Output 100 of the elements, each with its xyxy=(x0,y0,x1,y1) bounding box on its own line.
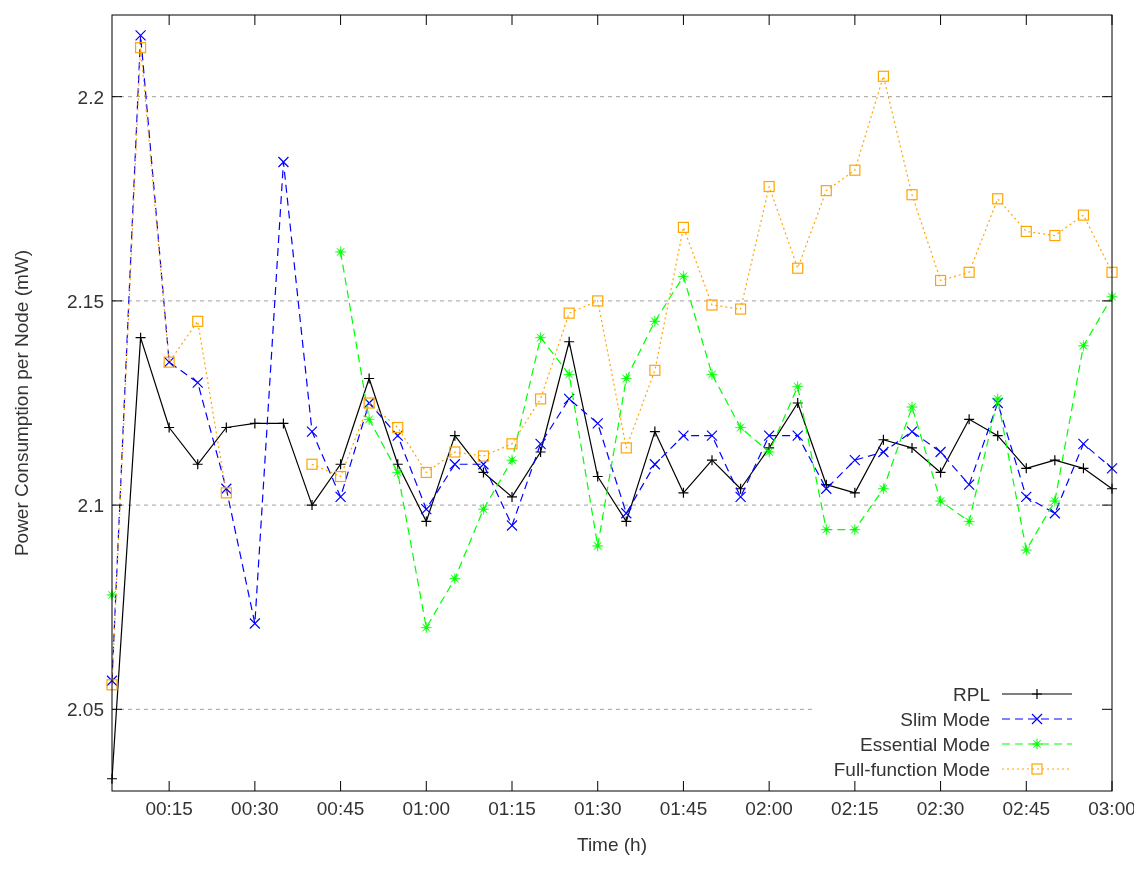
point xyxy=(592,470,604,483)
point xyxy=(220,483,232,495)
point xyxy=(563,393,575,405)
point xyxy=(963,515,975,528)
point xyxy=(677,270,690,283)
point xyxy=(249,617,261,630)
point xyxy=(706,368,718,381)
point xyxy=(134,42,147,54)
point xyxy=(563,368,575,381)
point xyxy=(649,425,661,438)
point xyxy=(620,507,632,519)
point xyxy=(363,413,375,426)
point xyxy=(134,332,147,344)
point xyxy=(220,421,232,434)
point xyxy=(1106,291,1118,303)
point xyxy=(792,430,804,442)
point xyxy=(963,266,975,278)
point xyxy=(477,466,490,479)
point xyxy=(649,364,661,376)
point xyxy=(1020,544,1032,556)
y-axis-title: Power Consumption per Node (mW) xyxy=(11,249,32,557)
x-axis-title: Time (h) xyxy=(576,834,648,855)
point xyxy=(220,487,232,499)
point xyxy=(506,519,518,532)
point xyxy=(534,438,547,450)
point xyxy=(992,193,1004,205)
point xyxy=(1077,462,1090,474)
point xyxy=(420,466,432,479)
point xyxy=(820,185,832,197)
point xyxy=(1020,225,1032,238)
point xyxy=(849,454,861,466)
x-tick-label: 01:00 xyxy=(402,798,451,819)
point xyxy=(134,29,147,42)
point xyxy=(277,417,290,430)
x-tick-label: 01:15 xyxy=(488,798,536,819)
point xyxy=(934,495,947,507)
point xyxy=(963,479,975,491)
point xyxy=(506,454,518,466)
point xyxy=(792,262,804,274)
y-tick-label: 2.05 xyxy=(67,699,104,721)
point xyxy=(1077,340,1090,352)
x-tick-label: 00:15 xyxy=(145,798,193,819)
point xyxy=(906,425,918,438)
point xyxy=(620,442,632,454)
point xyxy=(306,425,318,438)
point xyxy=(1049,507,1061,519)
point xyxy=(506,438,518,450)
point xyxy=(706,299,718,311)
point xyxy=(477,458,490,470)
point xyxy=(1106,266,1118,278)
point xyxy=(992,430,1004,442)
point xyxy=(334,491,347,503)
point xyxy=(449,458,461,470)
point xyxy=(906,401,918,413)
point xyxy=(763,430,775,442)
legend-label: Slim Mode xyxy=(900,709,990,730)
point xyxy=(420,515,432,528)
point xyxy=(1020,462,1032,474)
point xyxy=(334,458,347,470)
point xyxy=(420,503,432,515)
x-tick-label: 02:15 xyxy=(831,798,879,819)
point xyxy=(334,246,347,258)
point xyxy=(192,315,204,327)
point xyxy=(649,458,661,470)
y-tick-label: 2.1 xyxy=(77,495,104,517)
point xyxy=(563,336,575,348)
point xyxy=(620,372,632,385)
point xyxy=(334,470,347,483)
point xyxy=(306,458,318,470)
point xyxy=(906,442,918,454)
point xyxy=(106,589,118,601)
point xyxy=(392,466,404,479)
point xyxy=(849,164,861,176)
point xyxy=(677,430,690,442)
point xyxy=(192,458,204,470)
point xyxy=(106,679,118,691)
legend-label: Full-function Mode xyxy=(833,759,990,780)
point xyxy=(449,430,461,442)
point xyxy=(534,331,547,344)
point xyxy=(877,446,890,458)
point xyxy=(506,491,518,503)
point xyxy=(1049,454,1061,466)
point xyxy=(592,540,604,552)
point xyxy=(849,523,861,536)
point xyxy=(706,430,718,442)
point xyxy=(706,454,718,466)
point xyxy=(963,413,975,425)
point xyxy=(363,372,375,385)
point xyxy=(934,274,947,287)
point xyxy=(477,503,490,515)
point xyxy=(392,458,404,470)
point xyxy=(534,446,547,458)
point xyxy=(1049,229,1061,242)
point xyxy=(420,621,432,634)
point xyxy=(449,446,461,458)
point xyxy=(677,487,690,499)
point xyxy=(306,499,318,511)
point xyxy=(106,675,118,687)
point xyxy=(792,397,804,409)
point xyxy=(249,417,261,430)
